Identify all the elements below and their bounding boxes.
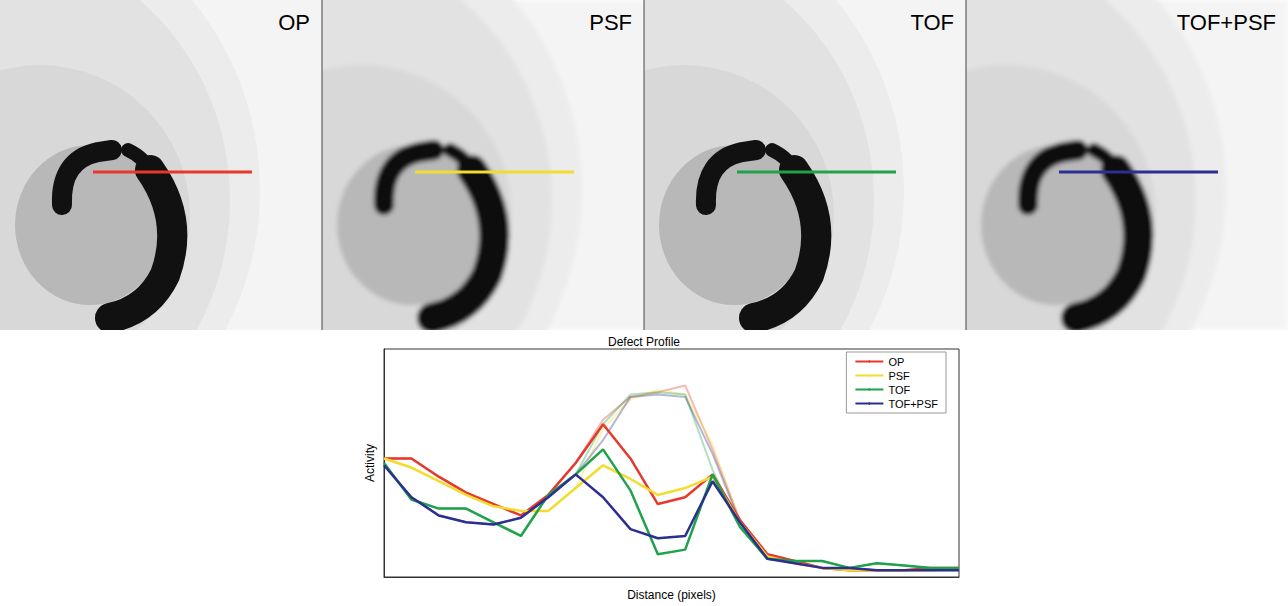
svg-text:TOF+PSF: TOF+PSF	[888, 398, 938, 410]
svg-text:TOF: TOF	[910, 10, 954, 35]
svg-text:OP: OP	[888, 356, 904, 368]
svg-text:TOF+PSF: TOF+PSF	[1177, 10, 1276, 35]
svg-text:PSF: PSF	[589, 10, 632, 35]
svg-text:OP: OP	[278, 10, 310, 35]
svg-text:Activity: Activity	[363, 444, 377, 482]
svg-text:TOF: TOF	[888, 384, 910, 396]
svg-text:Defect Profile: Defect Profile	[608, 335, 680, 349]
svg-text:Distance (pixels): Distance (pixels)	[627, 588, 716, 602]
svg-text:PSF: PSF	[888, 370, 910, 382]
